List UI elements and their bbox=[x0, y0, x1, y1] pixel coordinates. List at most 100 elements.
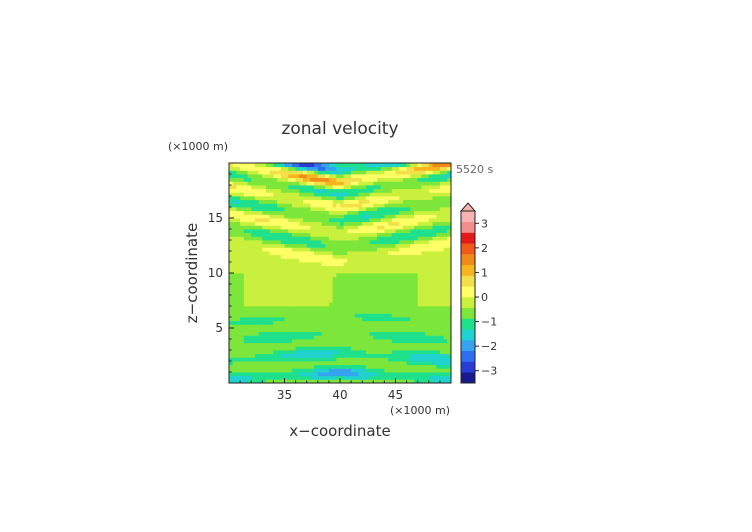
heatmap-cell bbox=[317, 353, 322, 358]
heatmap-cell bbox=[439, 302, 444, 307]
heatmap-cell bbox=[332, 364, 337, 369]
heatmap-cell bbox=[425, 339, 430, 344]
heatmap-cell bbox=[447, 335, 452, 340]
heatmap-cell bbox=[365, 177, 370, 182]
heatmap-cell bbox=[254, 273, 259, 278]
heatmap-cell bbox=[236, 240, 241, 245]
heatmap-cell bbox=[325, 236, 330, 241]
heatmap-cell bbox=[317, 339, 322, 344]
heatmap-cell bbox=[266, 243, 271, 248]
heatmap-cell bbox=[277, 265, 282, 270]
heatmap-cell bbox=[269, 287, 274, 292]
heatmap-cell bbox=[288, 361, 293, 366]
heatmap-cell bbox=[254, 181, 259, 186]
heatmap-cell bbox=[280, 265, 285, 270]
heatmap-cell bbox=[277, 372, 282, 377]
heatmap-cell bbox=[273, 346, 278, 351]
heatmap-cell bbox=[288, 177, 293, 182]
heatmap-cell bbox=[340, 210, 345, 215]
heatmap-cell bbox=[343, 342, 348, 347]
heatmap-cell bbox=[395, 177, 400, 182]
heatmap-cell bbox=[288, 273, 293, 278]
heatmap-cell bbox=[421, 313, 426, 318]
y-unit-label: (×1000 m) bbox=[168, 140, 228, 153]
heatmap-cell bbox=[251, 221, 256, 226]
heatmap-cell bbox=[417, 225, 422, 230]
heatmap-cell bbox=[377, 254, 382, 259]
heatmap-cell bbox=[236, 243, 241, 248]
heatmap-cell bbox=[428, 170, 433, 175]
heatmap-cell bbox=[395, 243, 400, 248]
heatmap-cell bbox=[358, 269, 363, 274]
heatmap-cell bbox=[277, 258, 282, 263]
heatmap-cell bbox=[321, 317, 326, 322]
heatmap-cell bbox=[340, 328, 345, 333]
heatmap-cell bbox=[443, 339, 448, 344]
heatmap-cell bbox=[402, 353, 407, 358]
heatmap-cell bbox=[325, 368, 330, 373]
heatmap-cell bbox=[332, 243, 337, 248]
heatmap-cell bbox=[362, 163, 367, 168]
heatmap-cell bbox=[417, 302, 422, 307]
heatmap-cell bbox=[384, 262, 389, 267]
heatmap-cell bbox=[343, 273, 348, 278]
heatmap-cell bbox=[325, 258, 330, 263]
heatmap-cell bbox=[414, 353, 419, 358]
heatmap-cell bbox=[399, 295, 404, 300]
heatmap-cell bbox=[428, 243, 433, 248]
colorbar-segment bbox=[461, 297, 475, 309]
heatmap-cell bbox=[436, 196, 441, 201]
heatmap-cell bbox=[280, 291, 285, 296]
heatmap-cell bbox=[365, 302, 370, 307]
heatmap-cell bbox=[447, 364, 452, 369]
heatmap-cell bbox=[291, 306, 296, 311]
heatmap-cell bbox=[328, 232, 333, 237]
heatmap-cell bbox=[321, 247, 326, 252]
heatmap-cell bbox=[321, 306, 326, 311]
heatmap-cell bbox=[299, 203, 304, 208]
heatmap-cell bbox=[373, 372, 378, 377]
heatmap-cell bbox=[343, 240, 348, 245]
heatmap-cell bbox=[432, 247, 437, 252]
heatmap-cell bbox=[395, 357, 400, 362]
heatmap-cell bbox=[291, 214, 296, 219]
heatmap-cell bbox=[414, 372, 419, 377]
heatmap-cell bbox=[310, 357, 315, 362]
heatmap-cell bbox=[303, 309, 308, 314]
heatmap-cell bbox=[340, 372, 345, 377]
heatmap-cell bbox=[306, 324, 311, 329]
heatmap-cell bbox=[362, 210, 367, 215]
heatmap-cell bbox=[251, 258, 256, 263]
heatmap-cell bbox=[343, 291, 348, 296]
heatmap-cell bbox=[262, 214, 267, 219]
heatmap-cell bbox=[280, 210, 285, 215]
heatmap-cell bbox=[343, 196, 348, 201]
heatmap-cell bbox=[273, 302, 278, 307]
heatmap-cell bbox=[310, 214, 315, 219]
heatmap-cell bbox=[388, 309, 393, 314]
heatmap-cell bbox=[266, 181, 271, 186]
chart-title: zonal velocity bbox=[281, 119, 398, 139]
heatmap-cell bbox=[391, 203, 396, 208]
heatmap-cell bbox=[384, 236, 389, 241]
heatmap-cell bbox=[336, 185, 341, 190]
heatmap-cell bbox=[314, 320, 319, 325]
heatmap-cell bbox=[384, 361, 389, 366]
heatmap-cell bbox=[384, 214, 389, 219]
heatmap-cell bbox=[317, 236, 322, 241]
heatmap-cell bbox=[351, 236, 356, 241]
heatmap-cell bbox=[314, 188, 319, 193]
heatmap-cell bbox=[347, 210, 352, 215]
heatmap-cell bbox=[336, 229, 341, 234]
heatmap-cell bbox=[447, 163, 452, 168]
heatmap-cell bbox=[243, 269, 248, 274]
heatmap-cell bbox=[439, 240, 444, 245]
heatmap-cell bbox=[243, 335, 248, 340]
heatmap-cell bbox=[447, 199, 452, 204]
heatmap-cell bbox=[351, 258, 356, 263]
heatmap-cell bbox=[317, 170, 322, 175]
heatmap-cell bbox=[395, 210, 400, 215]
heatmap-cell bbox=[232, 339, 237, 344]
heatmap-cell bbox=[447, 188, 452, 193]
heatmap-cell bbox=[377, 339, 382, 344]
